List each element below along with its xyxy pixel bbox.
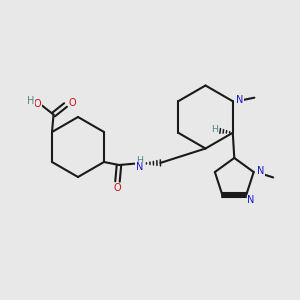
Text: H: H	[136, 156, 143, 165]
Text: H: H	[27, 96, 34, 106]
Text: N: N	[136, 162, 143, 172]
Text: H: H	[211, 125, 218, 134]
Text: N: N	[248, 195, 255, 205]
Text: O: O	[34, 99, 41, 109]
Text: N: N	[256, 166, 264, 176]
Text: O: O	[114, 183, 121, 193]
Text: O: O	[68, 98, 76, 108]
Text: N: N	[236, 95, 243, 105]
